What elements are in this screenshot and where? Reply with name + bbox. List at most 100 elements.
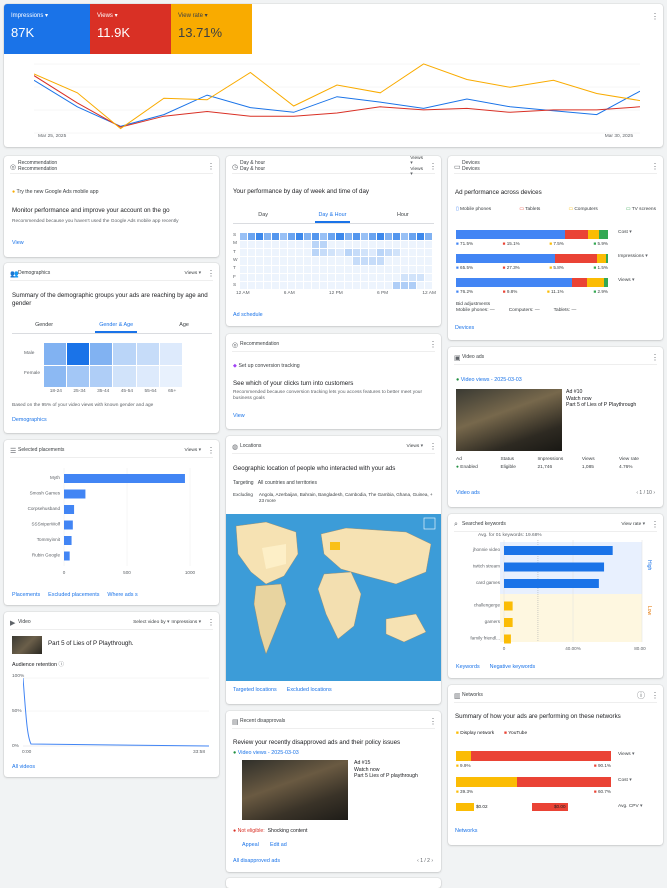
category-label: card games [476,580,501,585]
excluded-locations-link[interactable]: Excluded locations [286,687,332,693]
tab-gender[interactable]: Gender [35,322,54,328]
more-icon[interactable]: ⋮ [651,690,659,700]
negative-keywords-link[interactable]: Negative keywords [489,664,536,670]
pager[interactable]: ‹ 1 / 2 › [417,858,433,864]
demographics-link[interactable]: Demographics [12,417,47,423]
heatmap-cell [280,249,288,257]
locations-links: Targeted locations Excluded locations [233,687,332,693]
view-link[interactable]: View [12,240,24,246]
more-icon[interactable]: ⋮ [651,12,659,21]
ad-preview-text: Ad #10 Watch now Part 5 of Lies of P Playt… [566,389,636,409]
ad-thumbnail[interactable] [242,760,348,820]
all-videos-link[interactable]: All videos [12,764,36,770]
tab-age[interactable]: Age [179,322,189,328]
metric-select[interactable]: Views [407,444,423,449]
tab-hour[interactable]: Hour [396,212,409,218]
chevron-right-icon[interactable]: › [431,858,433,864]
metric-select[interactable]: Views [185,271,201,276]
heatmap-cell [256,249,264,257]
where-ads-showed-link[interactable]: Where ads s [107,592,138,598]
video-thumbnail[interactable] [12,636,42,654]
segment-label: ■ 90.1% [593,763,611,768]
video-select[interactable]: Impressions [171,620,201,625]
segment-labels: ■ 71.5% ■ 15.1% ■ 7.5% ■ 5.9% [456,241,608,246]
more-icon[interactable]: ⋮ [207,445,215,455]
heatmap-cell [113,365,136,387]
day-label: M [233,241,237,247]
targeted-locations-link[interactable]: Targeted locations [233,687,277,693]
tab-day-hour[interactable]: Day & Hour [314,209,351,223]
metric-select[interactable]: Views [410,156,423,167]
metric-select[interactable]: Cost [618,230,632,235]
more-icon[interactable]: ⋮ [651,161,659,171]
metric-tile-impressions[interactable]: Impressions ▾ 87K [4,4,90,54]
more-icon[interactable]: ⋮ [429,161,437,171]
networks-link[interactable]: Networks [455,828,478,834]
more-icon[interactable]: ⋮ [429,716,437,726]
metric-select[interactable]: Impressions [618,254,648,259]
more-icon[interactable]: ⋮ [651,352,659,362]
metric-tile-views[interactable]: Views ▾ 11.9K [90,4,171,54]
campaign-link[interactable]: ● Video views - 2025-03-03 [456,377,522,383]
all-disapproved-ads-link[interactable]: All disapproved ads [233,858,281,864]
placements-link[interactable]: Placements [12,592,41,598]
age-label: 55-64 [144,389,157,394]
heatmap-cell [312,233,320,241]
campaign-link[interactable]: ● Video views - 2025-03-03 [233,750,299,756]
view-link[interactable]: View [233,413,245,419]
chevron-left-icon[interactable]: ‹ [636,490,639,496]
heatmap-cell [304,233,312,241]
legend-display: ■ Display network [456,731,495,736]
keywords-link[interactable]: Keywords [456,664,480,670]
heatmap-cell [400,233,408,241]
heatmap-cell [320,265,328,273]
heatmap-cell [352,273,360,281]
more-icon[interactable]: ⋮ [207,268,215,278]
excluded-placements-link[interactable]: Excluded placements [48,592,100,598]
metric-select[interactable]: Avg. CPV [618,804,642,809]
more-icon[interactable]: ⋮ [207,617,215,627]
metric-select[interactable]: Views [618,752,634,757]
tablet-icon: ▭ [519,207,524,212]
high-label: High [646,560,652,571]
segment-labels: ■ 65.5% ■ 27.3% ■ 5.8% ■ 1.5% [456,265,608,270]
heatmap-cell [256,281,264,289]
device-row-views: ■ 76.2% ■ 9.8% ■ 11.1% ■ 2.9% Views [456,278,656,298]
more-icon[interactable]: ⋮ [429,441,437,451]
edit-ad-button[interactable]: Edit ad [270,842,287,848]
chevron-left-icon[interactable]: ‹ [417,858,419,864]
keywords-card: ⌕ Searched keywords View rate ⋮ Avg. for 01… [448,514,663,678]
metric-select[interactable]: Cost [618,778,632,783]
more-icon[interactable]: ⋮ [429,339,437,349]
chevron-right-icon[interactable]: › [653,490,655,496]
ad-schedule-link[interactable]: Ad schedule [233,312,263,318]
metric-tile-view-rate[interactable]: View rate ▾ 13.71% [171,4,252,54]
policy-status: ● Not eligible: Shocking content [233,828,307,834]
legend-youtube: ■ YouTube [504,731,528,736]
hour-labels: 12 AM 6 AM 12 PM 6 PM 12 AM [236,291,436,297]
day-label: T [233,249,236,255]
locations-card: ◍Locations Views ⋮ Geographic location of … [226,436,441,704]
ad-thumbnail[interactable] [456,389,562,451]
metric-select[interactable]: Views [185,448,201,453]
video-ads-link[interactable]: Video ads [456,490,480,496]
conversion-icon: ◆ [233,363,237,369]
bar [64,536,72,545]
metric-select[interactable]: View rate [621,522,645,527]
metric-select[interactable]: Views [618,278,634,283]
tab-day[interactable]: Day [258,212,268,218]
pager[interactable]: ‹ 1 / 10 › [636,490,655,496]
devices-link[interactable]: Devices [455,325,475,331]
metric-select[interactable]: Views [410,167,423,178]
appeal-button[interactable]: Appeal [242,842,259,848]
heatmap-cell [416,273,424,281]
tab-gender-age[interactable]: Gender & Age [95,319,138,333]
world-map[interactable] [226,514,441,681]
more-icon[interactable]: ⋮ [207,161,215,171]
category-label: Tommyinnit [37,537,61,542]
category-label: twitch stream [473,564,500,569]
help-icon[interactable]: ⓘ [637,690,645,700]
more-icon[interactable]: ⋮ [651,519,659,529]
video-icon: ▶ [10,619,16,627]
heatmap-cell [408,249,416,257]
